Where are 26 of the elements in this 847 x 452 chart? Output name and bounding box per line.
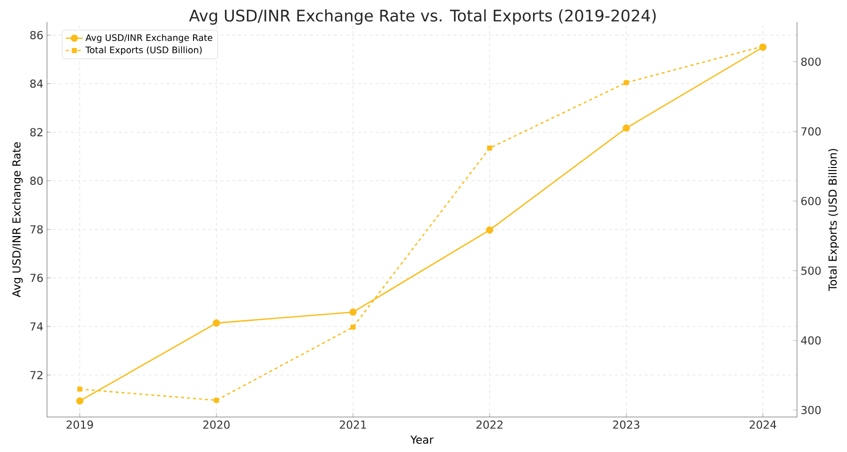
y-tick-label: 82 <box>30 128 42 136</box>
chart-title: Avg USD/INR Exchange Rate vs. Total Exports (2019-2024) <box>189 9 656 25</box>
x-tick-label: 2021 <box>340 420 366 429</box>
x-tick-label: 2024 <box>750 420 776 429</box>
y2-tick-label: 300 <box>801 406 821 414</box>
y-tick-label: 74 <box>30 322 43 330</box>
y2-tick-label: 600 <box>801 196 821 206</box>
x-tick-label: 2023 <box>613 420 640 429</box>
x-tick-label: 2020 <box>203 420 230 429</box>
y2-tick-label: 500 <box>801 266 821 275</box>
legend-label: Total Exports (USD Billion) <box>85 46 202 56</box>
legend-label: Avg USD/INR Exchange Rate <box>86 34 212 43</box>
y-tick-label: 84 <box>30 80 43 88</box>
x-axis-title: Year <box>410 436 434 444</box>
x-tick-label: 2019 <box>66 420 93 429</box>
y2-tick-label: 800 <box>801 58 821 66</box>
y-tick-label: 86 <box>30 30 43 40</box>
y-tick-label: 76 <box>30 274 43 282</box>
y-tick-label: 80 <box>30 176 43 185</box>
x-tick-label: 2022 <box>476 420 502 429</box>
y2-axis-title: Total Exports (USD Billion) <box>828 148 839 291</box>
y-axis-title: Avg USD/INR Exchange Rate <box>12 142 23 298</box>
y-tick-label: 72 <box>30 370 42 380</box>
y-tick-label: 78 <box>30 225 43 234</box>
y2-tick-label: 400 <box>801 336 821 345</box>
y2-tick-label: 700 <box>801 127 821 136</box>
